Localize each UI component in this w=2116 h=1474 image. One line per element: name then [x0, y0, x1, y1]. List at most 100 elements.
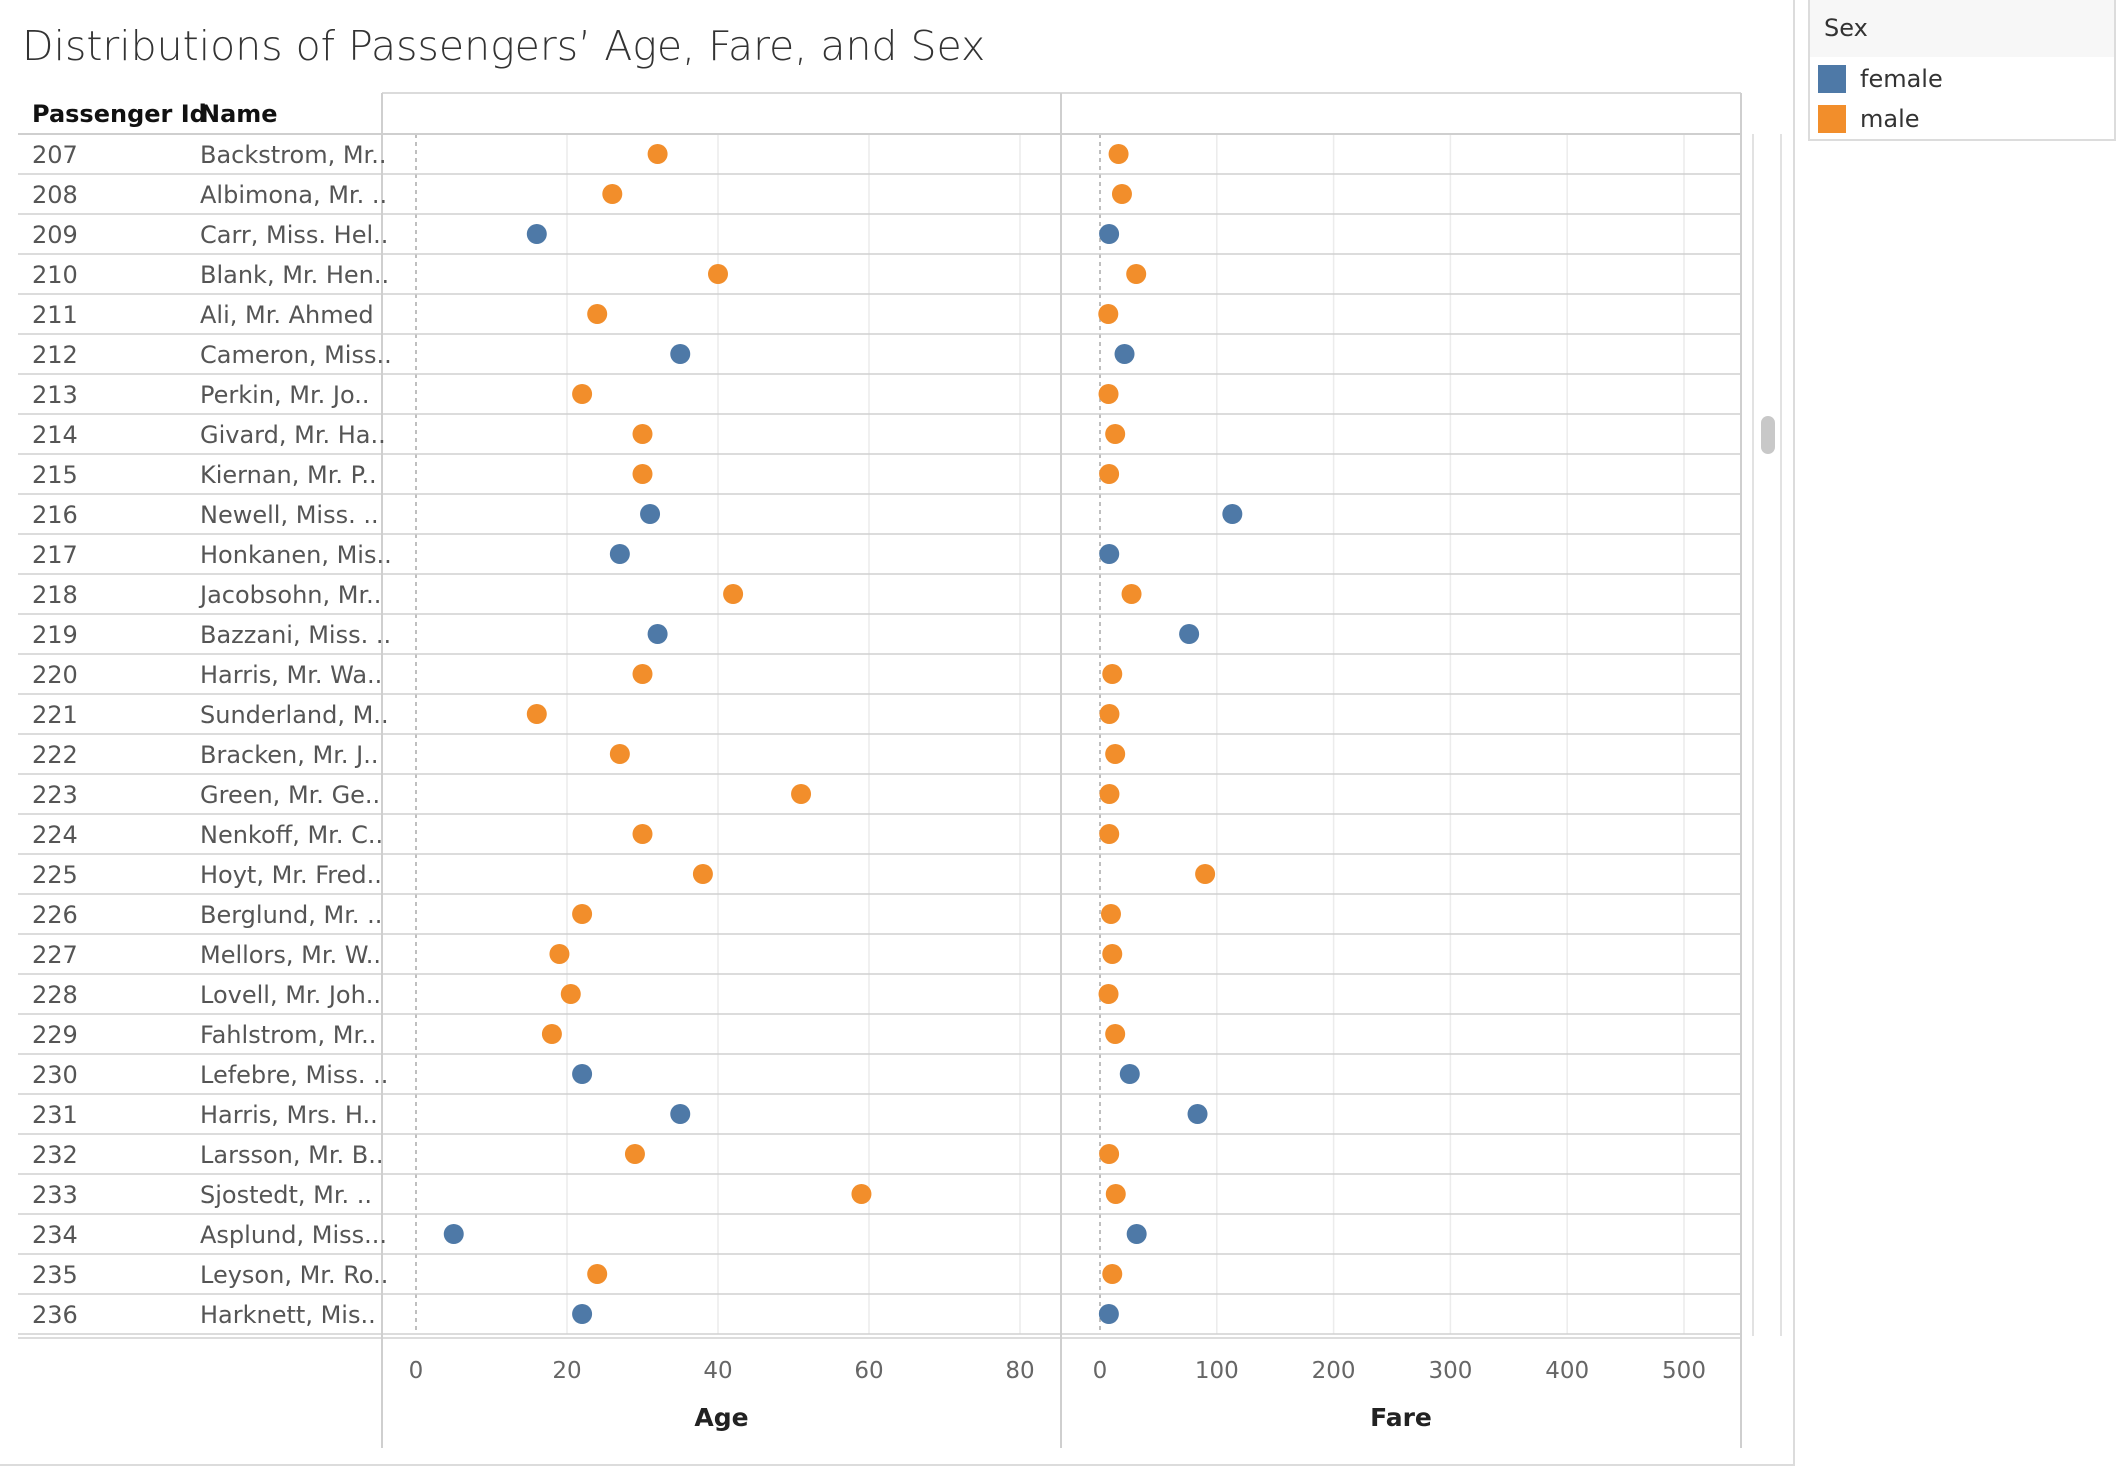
- passenger-name-cell: Blank, Mr. Hen..: [200, 261, 389, 289]
- fare-point: [1108, 144, 1129, 164]
- age-point: [443, 1224, 464, 1244]
- age-point: [632, 424, 653, 444]
- fare-point: [1111, 184, 1132, 204]
- passenger-id-cell: 231: [32, 1101, 78, 1129]
- fare-point: [1100, 904, 1121, 924]
- passenger-name-cell: Nenkoff, Mr. C..: [200, 821, 383, 849]
- fare-tick-label: 500: [1662, 1358, 1706, 1384]
- passenger-name-cell: Honkanen, Mis..: [200, 541, 392, 569]
- passenger-id-cell: 208: [32, 181, 78, 209]
- fare-point: [1099, 704, 1120, 724]
- age-point: [632, 664, 653, 684]
- fare-point: [1102, 944, 1123, 964]
- age-point: [640, 504, 661, 524]
- legend-item-male[interactable]: male: [1818, 104, 1920, 134]
- age-point: [587, 1264, 608, 1284]
- passenger-name-cell: Hoyt, Mr. Fred..: [200, 861, 382, 889]
- fare-point: [1105, 424, 1126, 444]
- fare-axis-title: Fare: [1370, 1403, 1432, 1432]
- passenger-name-cell: Bazzani, Miss. ..: [200, 621, 391, 649]
- fare-tick-label: 400: [1545, 1358, 1589, 1384]
- vertical-scrollbar[interactable]: [1752, 134, 1782, 1336]
- passenger-id-cell: 233: [32, 1181, 78, 1209]
- legend-swatch-male: [1818, 105, 1846, 133]
- scrollbar-thumb[interactable]: [1761, 416, 1775, 454]
- passenger-name-cell: Asplund, Miss...: [200, 1221, 387, 1249]
- passenger-id-cell: 215: [32, 461, 78, 489]
- fare-point: [1195, 864, 1216, 884]
- passenger-name-cell: Lovell, Mr. Joh..: [200, 981, 381, 1009]
- passenger-id-cell: 223: [32, 781, 78, 809]
- passenger-id-cell: 207: [32, 141, 78, 169]
- passenger-id-cell: 210: [32, 261, 78, 289]
- passenger-id-header[interactable]: Passenger Id: [32, 100, 207, 128]
- passenger-name-cell: Harknett, Mis..: [200, 1301, 376, 1329]
- age-point: [647, 144, 668, 164]
- age-point: [572, 904, 593, 924]
- age-point: [541, 1024, 562, 1044]
- passenger-id-cell: 220: [32, 661, 78, 689]
- passenger-id-cell: 235: [32, 1261, 78, 1289]
- passenger-name-cell: Jacobsohn, Mr..: [198, 581, 381, 609]
- passenger-id-cell: 232: [32, 1141, 78, 1169]
- passenger-id-cell: 230: [32, 1061, 78, 1089]
- legend-item-female[interactable]: female: [1818, 64, 1943, 94]
- passenger-id-cell: 222: [32, 741, 78, 769]
- fare-point: [1099, 224, 1120, 244]
- legend-label-female: female: [1860, 65, 1943, 93]
- fare-point: [1105, 1184, 1126, 1204]
- chart-title: Distributions of Passengers’ Age, Fare, …: [22, 22, 986, 70]
- passenger-name-cell: Berglund, Mr. ..: [200, 901, 382, 929]
- fare-point: [1099, 464, 1120, 484]
- age-point: [791, 784, 812, 804]
- age-point: [609, 544, 630, 564]
- fare-point: [1099, 824, 1120, 844]
- age-point: [647, 624, 668, 644]
- age-point: [549, 944, 570, 964]
- passenger-name-cell: Cameron, Miss..: [200, 341, 392, 369]
- passenger-name-cell: Sunderland, M..: [200, 701, 389, 729]
- age-point: [632, 464, 653, 484]
- fare-tick-label: 100: [1195, 1358, 1239, 1384]
- passenger-id-cell: 236: [32, 1301, 78, 1329]
- age-point: [708, 264, 728, 284]
- passenger-name-cell: Backstrom, Mr..: [200, 141, 386, 169]
- age-tick-label: 60: [854, 1358, 883, 1384]
- fare-point: [1105, 1024, 1126, 1044]
- age-point: [670, 344, 691, 364]
- passenger-name-cell: Sjostedt, Mr. ..: [200, 1181, 372, 1209]
- passenger-id-cell: 219: [32, 621, 78, 649]
- fare-point: [1102, 1264, 1123, 1284]
- fare-tick-label: 200: [1312, 1358, 1356, 1384]
- passenger-name-cell: Kiernan, Mr. P..: [200, 461, 377, 489]
- age-point: [602, 184, 623, 204]
- passenger-name-cell: Bracken, Mr. J..: [200, 741, 378, 769]
- passenger-name-cell: Ali, Mr. Ahmed: [200, 301, 374, 329]
- fare-point: [1099, 544, 1120, 564]
- passenger-id-cell: 213: [32, 381, 78, 409]
- passenger-name-cell: Albimona, Mr. ..: [200, 181, 387, 209]
- fare-point: [1105, 744, 1126, 764]
- age-tick-label: 0: [409, 1358, 424, 1384]
- passenger-id-cell: 216: [32, 501, 78, 529]
- legend-label-male: male: [1860, 105, 1920, 133]
- name-header[interactable]: Name: [200, 100, 278, 128]
- age-point: [692, 864, 713, 884]
- passenger-id-cell: 209: [32, 221, 78, 249]
- fare-point: [1098, 304, 1119, 324]
- age-point: [624, 1144, 645, 1164]
- fare-point: [1126, 1224, 1147, 1244]
- fare-point: [1179, 624, 1200, 644]
- fare-point: [1099, 784, 1120, 804]
- passenger-name-cell: Larsson, Mr. B..: [200, 1141, 383, 1169]
- fare-point: [1098, 1304, 1119, 1324]
- chart-area: 207 Backstrom, Mr.. 208 Albimona, Mr. .. 209…: [18, 92, 1742, 1448]
- fare-point: [1098, 984, 1119, 1004]
- fare-point: [1114, 344, 1135, 364]
- fare-point: [1099, 1144, 1120, 1164]
- passenger-name-cell: Newell, Miss. ..: [200, 501, 379, 529]
- passenger-name-cell: Mellors, Mr. W..: [200, 941, 381, 969]
- age-point: [851, 1184, 872, 1204]
- passenger-id-cell: 229: [32, 1021, 78, 1049]
- passenger-name-cell: Leyson, Mr. Ro..: [200, 1261, 388, 1289]
